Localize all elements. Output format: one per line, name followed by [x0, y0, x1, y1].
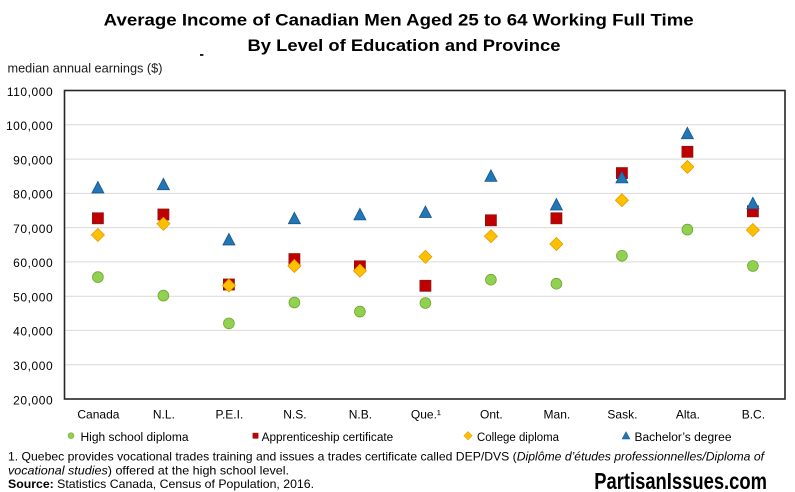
- svg-text:80,000: 80,000: [13, 188, 53, 202]
- svg-text:Man.: Man.: [544, 407, 571, 421]
- svg-text:Source: Statistics Canada, Cen: Source: Statistics Canada, Census of Pop…: [8, 477, 314, 491]
- svg-text:Bachelor’s degree: Bachelor’s degree: [635, 432, 732, 444]
- svg-text:Apprenticeship certificate: Apprenticeship certificate: [262, 432, 394, 444]
- svg-text:Que.¹: Que.¹: [411, 407, 441, 421]
- svg-text:50,000: 50,000: [13, 291, 53, 305]
- svg-text:Ont.: Ont.: [480, 407, 503, 421]
- svg-text:College diploma: College diploma: [477, 432, 560, 444]
- svg-text:70,000: 70,000: [13, 222, 53, 236]
- svg-text:1. Quebec provides vocational: 1. Quebec provides vocational trades tra…: [8, 450, 766, 464]
- svg-text:20,000: 20,000: [13, 393, 53, 407]
- svg-text:90,000: 90,000: [13, 153, 53, 167]
- svg-text:P.E.I.: P.E.I.: [216, 407, 244, 421]
- svg-text:Sask.: Sask.: [607, 407, 637, 421]
- svg-text:By Level of Education and Prov: By Level of Education and Province: [248, 36, 561, 55]
- svg-text:Canada: Canada: [77, 407, 119, 421]
- svg-text:N.L.: N.L.: [153, 407, 175, 421]
- svg-text:High school diploma: High school diploma: [81, 432, 190, 444]
- svg-text:100,000: 100,000: [6, 119, 53, 133]
- svg-text:B.C.: B.C.: [742, 407, 765, 421]
- svg-text:Average Income of Canadian Men: Average Income of Canadian Men Aged 25 t…: [104, 11, 694, 30]
- svg-text:PartisanIssues.com: PartisanIssues.com: [594, 468, 767, 492]
- svg-text:40,000: 40,000: [13, 325, 53, 339]
- svg-text:110,000: 110,000: [7, 85, 53, 99]
- svg-text:Alta.: Alta.: [676, 407, 700, 421]
- svg-text:60,000: 60,000: [13, 256, 53, 270]
- svg-text:median annual earnings ($): median annual earnings ($): [8, 60, 163, 75]
- svg-text:N.S.: N.S.: [283, 407, 306, 421]
- svg-text:N.B.: N.B.: [349, 407, 372, 421]
- svg-text:30,000: 30,000: [13, 359, 53, 373]
- svg-text:vocational studies) offered at: vocational studies) offered at the high …: [8, 464, 289, 478]
